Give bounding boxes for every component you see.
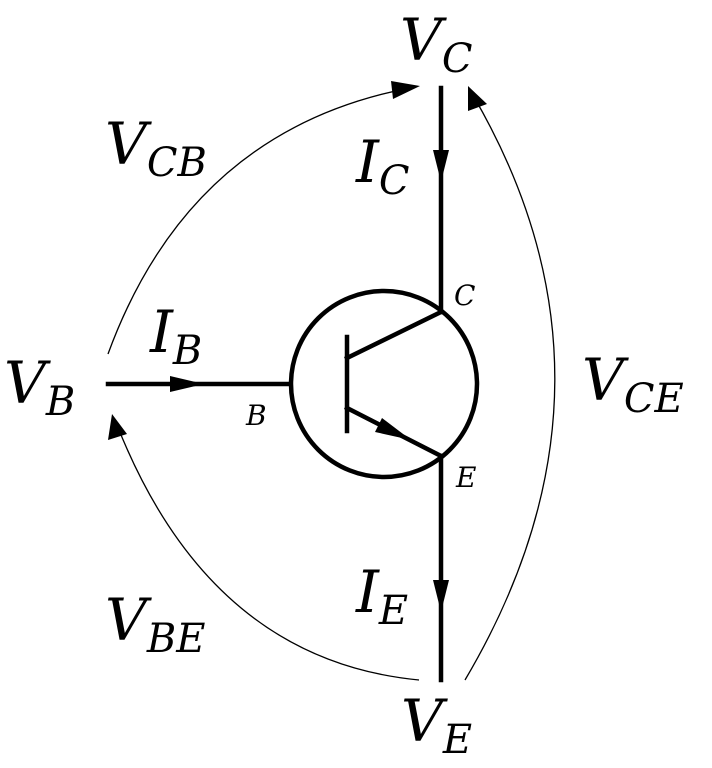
emitter-current-arrow — [433, 580, 449, 612]
pin-label-collector: C — [454, 279, 475, 312]
vbe-arrowhead — [108, 414, 127, 440]
collector-current-arrow — [433, 150, 449, 182]
vce-arc — [464, 96, 556, 681]
vce-arrowhead — [468, 86, 487, 111]
npn-transistor-symbol — [288, 288, 480, 480]
label-vce: VCE — [582, 346, 684, 422]
vcb-arc — [107, 87, 411, 355]
emitter-arrow — [375, 418, 411, 440]
label-vcb: VCB — [105, 110, 207, 186]
label-ve: VE — [401, 687, 472, 763]
base-current-arrow — [170, 376, 204, 392]
label-vc: VC — [400, 6, 473, 82]
label-vbe: VBE — [105, 586, 205, 662]
vcb-arrowhead — [391, 81, 420, 99]
label-ib: IB — [149, 298, 202, 374]
label-ic: IC — [355, 128, 410, 204]
collector-lead — [343, 308, 445, 362]
pin-label-emitter: E — [455, 461, 476, 494]
label-ie: IE — [355, 558, 408, 634]
transistor-envelope — [288, 288, 480, 480]
label-vb: VB — [4, 349, 75, 425]
pin-label-base: B — [245, 399, 267, 432]
vbe-arc — [116, 424, 420, 681]
